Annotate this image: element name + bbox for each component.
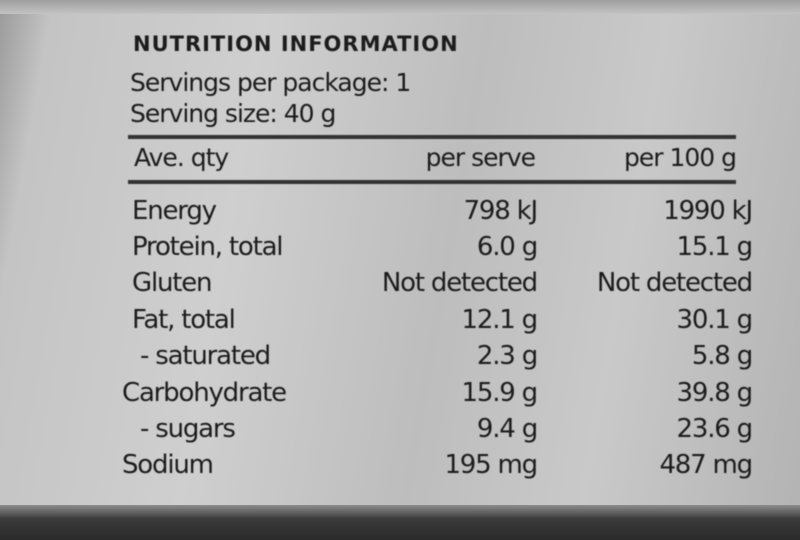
table-row: Carbohydrate 15.9 g 39.8 g	[0, 378, 800, 415]
package-top-edge	[0, 0, 800, 14]
nutrient-name: Carbohydrate	[122, 378, 287, 408]
header-ave-qty: Ave. qty	[134, 143, 229, 172]
header-per-serve: per serve	[425, 143, 536, 172]
table-row: Energy 798 kJ 1990 kJ	[0, 196, 800, 233]
servings-per-package: Servings per package: 1	[130, 68, 411, 97]
per-serve-value: 6.0 g	[476, 232, 538, 262]
per-serve-value: 2.3 g	[476, 341, 538, 371]
nutrient-name: Energy	[132, 196, 217, 226]
nutrient-name: Gluten	[132, 268, 213, 298]
divider	[128, 135, 736, 139]
per-100g-value: 5.8 g	[691, 341, 753, 371]
table-row: Sodium 195 mg 487 mg	[0, 450, 800, 487]
per-100g-value: 39.8 g	[676, 378, 754, 408]
nutrient-name: - sugars	[140, 414, 236, 444]
serving-size: Serving size: 40 g	[130, 99, 336, 128]
table-row: Gluten Not detected Not detected	[0, 268, 800, 305]
nutrient-name: Protein, total	[132, 232, 284, 262]
per-serve-value: 798 kJ	[463, 196, 539, 226]
nutrient-name: Sodium	[122, 450, 214, 480]
nutrient-name: - saturated	[140, 341, 271, 371]
panel-title: NUTRITION INFORMATION	[133, 32, 459, 56]
table-row: Fat, total 12.1 g 30.1 g	[0, 305, 800, 342]
per-serve-value: 195 mg	[444, 450, 538, 480]
table-row: - sugars 9.4 g 23.6 g	[0, 414, 800, 451]
table-row: Protein, total 6.0 g 15.1 g	[0, 232, 800, 269]
per-serve-value: 9.4 g	[476, 414, 538, 444]
package-bottom-edge	[0, 505, 800, 540]
header-per-100g: per 100 g	[623, 143, 737, 172]
per-serve-value: 15.9 g	[461, 378, 539, 408]
per-100g-value: Not detected	[596, 268, 753, 298]
per-100g-value: 1990 kJ	[663, 196, 753, 226]
per-100g-value: 15.1 g	[676, 232, 754, 262]
divider	[128, 180, 736, 184]
per-100g-value: 30.1 g	[676, 305, 754, 335]
per-serve-value: 12.1 g	[461, 305, 539, 335]
per-100g-value: 487 mg	[659, 450, 753, 480]
table-row: - saturated 2.3 g 5.8 g	[0, 341, 800, 378]
per-serve-value: Not detected	[381, 268, 538, 298]
nutrient-name: Fat, total	[132, 305, 236, 335]
per-100g-value: 23.6 g	[676, 414, 754, 444]
